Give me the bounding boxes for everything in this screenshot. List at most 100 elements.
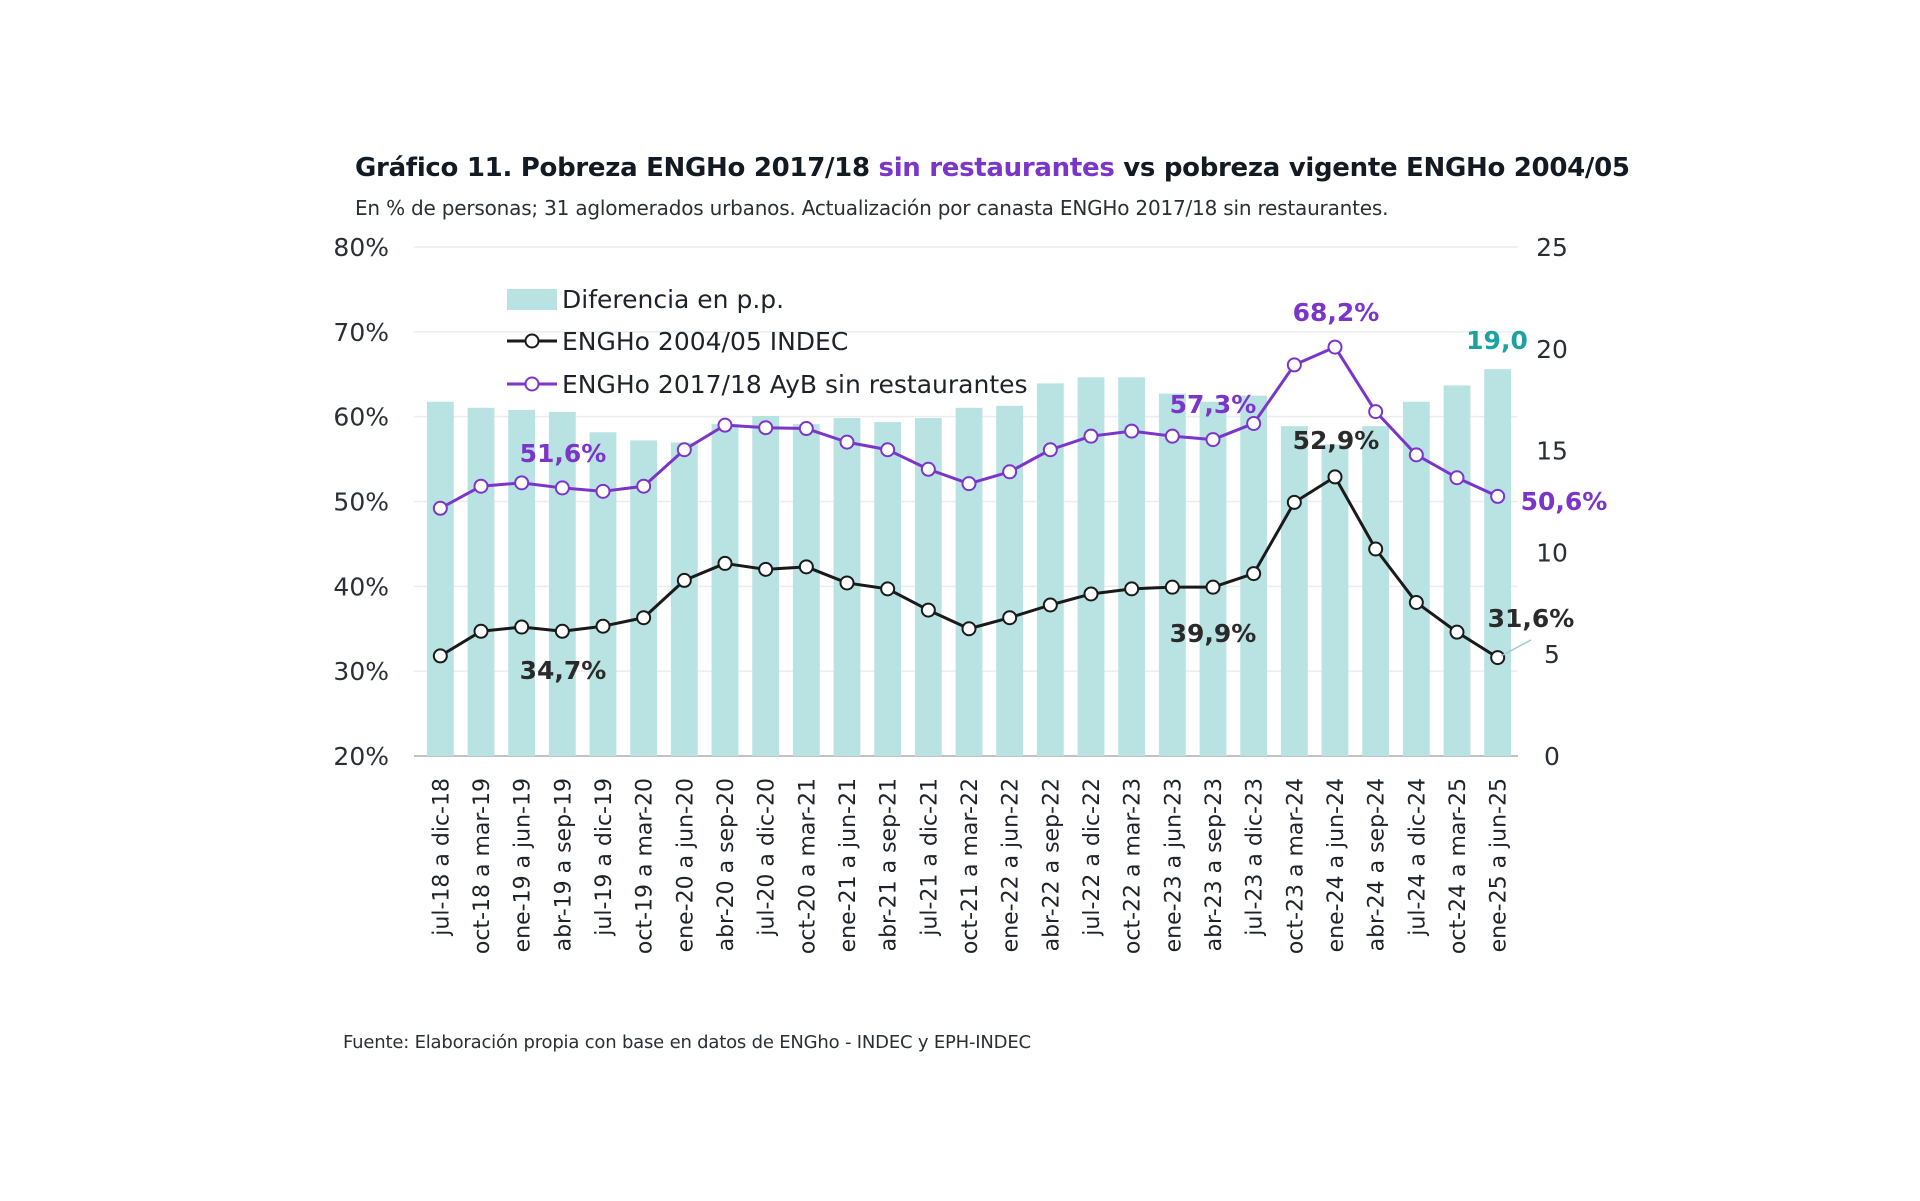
category-label: oct-24 a mar-25 bbox=[1446, 778, 1471, 954]
label-purple-low: 51,6% bbox=[520, 439, 607, 468]
point-engho-2017 bbox=[1083, 428, 1099, 444]
label-purple-last: 50,6% bbox=[1521, 487, 1608, 516]
left-tick-label: 20% bbox=[333, 742, 389, 771]
point-engho-2017 bbox=[798, 421, 814, 437]
label-purple-mid: 57,3% bbox=[1170, 390, 1257, 419]
left-tick-label: 30% bbox=[333, 657, 389, 686]
point-engho-2004 bbox=[432, 648, 448, 664]
category-label: ene-20 a jun-20 bbox=[673, 778, 698, 952]
point-engho-2004 bbox=[636, 610, 652, 626]
point-engho-2017 bbox=[1368, 404, 1384, 420]
right-tick-label: 20 bbox=[1536, 335, 1568, 364]
point-engho-2017 bbox=[717, 417, 733, 433]
point-engho-2017 bbox=[839, 434, 855, 450]
category-label: oct-23 a mar-24 bbox=[1283, 778, 1308, 954]
point-engho-2017 bbox=[1002, 464, 1018, 480]
point-engho-2017 bbox=[1205, 432, 1221, 448]
point-engho-2017 bbox=[1327, 339, 1343, 355]
chart-title: Gráfico 11. Pobreza ENGHo 2017/18 sin re… bbox=[355, 153, 1630, 183]
chart-subtitle: En % de personas; 31 aglomerados urbanos… bbox=[355, 196, 1389, 220]
right-tick-label: 15 bbox=[1536, 437, 1568, 466]
point-engho-2017 bbox=[676, 442, 692, 458]
legend-purple-marker bbox=[524, 376, 540, 392]
bar bbox=[548, 411, 576, 756]
title-part1: Gráfico 11. Pobreza ENGHo 2017/18 bbox=[355, 153, 879, 183]
point-engho-2004 bbox=[595, 618, 611, 634]
point-engho-2017 bbox=[473, 478, 489, 494]
point-engho-2017 bbox=[920, 461, 936, 477]
point-engho-2004 bbox=[554, 623, 570, 639]
point-engho-2017 bbox=[554, 480, 570, 496]
category-label: oct-20 a mar-21 bbox=[795, 778, 820, 954]
left-axis-ticks: 20% 30% 40% 50% 60% 70% 80% bbox=[333, 233, 389, 771]
category-labels: jul-18 a dic-18 oct-18 a mar-19 ene-19 a j… bbox=[429, 778, 1511, 954]
point-engho-2004 bbox=[880, 581, 896, 597]
bar bbox=[1484, 369, 1512, 756]
label-black-peak: 52,9% bbox=[1293, 426, 1380, 455]
category-label: abr-19 a sep-19 bbox=[551, 778, 576, 951]
right-tick-label: 5 bbox=[1544, 640, 1560, 669]
data-labels: 51,6% 34,7% 57,3% 68,2% 52,9% 39,9% 31,6… bbox=[520, 298, 1608, 685]
left-tick-label: 50% bbox=[333, 488, 389, 517]
legend-bar-label: Diferencia en p.p. bbox=[562, 285, 784, 314]
bar bbox=[996, 405, 1024, 756]
category-label: jul-21 a dic-21 bbox=[917, 778, 942, 937]
category-label: ene-25 a jun-25 bbox=[1487, 778, 1512, 952]
point-engho-2004 bbox=[1042, 597, 1058, 613]
point-engho-2004 bbox=[758, 561, 774, 577]
right-tick-label: 10 bbox=[1536, 538, 1568, 567]
bar bbox=[589, 432, 617, 756]
left-tick-label: 60% bbox=[333, 403, 389, 432]
bars bbox=[426, 369, 1512, 756]
label-bar-last: 19,0 bbox=[1466, 326, 1528, 355]
category-label: oct-22 a mar-23 bbox=[1121, 778, 1146, 954]
point-engho-2017 bbox=[1246, 415, 1262, 431]
point-engho-2004 bbox=[1246, 566, 1262, 582]
label-purple-peak: 68,2% bbox=[1293, 298, 1380, 327]
bar bbox=[1199, 401, 1227, 756]
category-label: jul-23 a dic-23 bbox=[1243, 778, 1268, 937]
bar bbox=[1443, 385, 1471, 756]
bar bbox=[670, 442, 698, 756]
bar bbox=[1118, 377, 1146, 756]
bar bbox=[508, 409, 536, 756]
point-engho-2004 bbox=[717, 555, 733, 571]
point-engho-2004 bbox=[1002, 610, 1018, 626]
right-axis-ticks: 0 5 10 15 20 25 bbox=[1536, 233, 1568, 771]
point-engho-2017 bbox=[514, 475, 530, 491]
bar bbox=[955, 407, 983, 756]
point-engho-2004 bbox=[961, 621, 977, 637]
point-engho-2004 bbox=[798, 559, 814, 575]
bar bbox=[1362, 426, 1390, 756]
point-engho-2004 bbox=[514, 619, 530, 635]
category-label: ene-22 a jun-22 bbox=[999, 778, 1024, 952]
point-engho-2004 bbox=[839, 575, 855, 591]
bar bbox=[1280, 426, 1308, 756]
bar bbox=[711, 424, 739, 756]
point-engho-2004 bbox=[1286, 494, 1302, 510]
point-engho-2004 bbox=[1205, 579, 1221, 595]
category-label: ene-21 a jun-21 bbox=[836, 778, 861, 952]
legend-purple-label: ENGHo 2017/18 AyB sin restaurantes bbox=[562, 370, 1028, 399]
category-label: oct-18 a mar-19 bbox=[470, 778, 495, 954]
bar bbox=[792, 424, 820, 756]
point-engho-2017 bbox=[432, 500, 448, 516]
category-label: ene-24 a jun-24 bbox=[1324, 778, 1349, 952]
category-label: jul-18 a dic-18 bbox=[429, 778, 454, 937]
category-label: oct-21 a mar-22 bbox=[958, 778, 983, 954]
point-engho-2017 bbox=[961, 476, 977, 492]
point-engho-2004 bbox=[1124, 581, 1140, 597]
label-leader-line bbox=[1500, 639, 1532, 657]
point-engho-2017 bbox=[636, 478, 652, 494]
point-engho-2017 bbox=[1490, 488, 1506, 504]
category-label: jul-24 a dic-24 bbox=[1405, 778, 1430, 937]
category-label: abr-24 a sep-24 bbox=[1365, 778, 1390, 951]
category-label: abr-20 a sep-20 bbox=[714, 778, 739, 951]
point-engho-2017 bbox=[1449, 470, 1465, 486]
legend-black-label: ENGHo 2004/05 INDEC bbox=[562, 327, 848, 356]
category-label: jul-19 a dic-19 bbox=[592, 778, 617, 937]
left-tick-label: 40% bbox=[333, 572, 389, 601]
lines bbox=[432, 339, 1506, 666]
legend-black-marker bbox=[524, 333, 540, 349]
